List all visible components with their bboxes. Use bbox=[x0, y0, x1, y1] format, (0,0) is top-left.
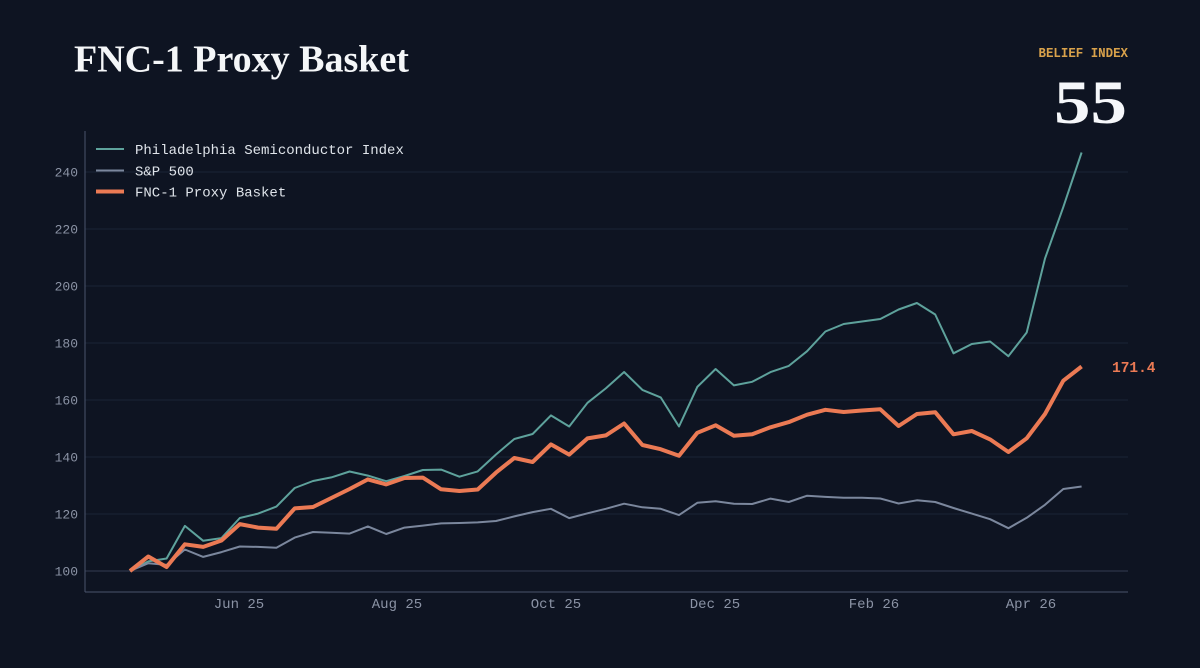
svg-text:200: 200 bbox=[55, 280, 78, 295]
svg-text:Oct 25: Oct 25 bbox=[531, 597, 581, 613]
svg-text:100: 100 bbox=[55, 565, 78, 580]
svg-text:220: 220 bbox=[55, 223, 78, 238]
svg-text:240: 240 bbox=[55, 166, 78, 181]
svg-text:55: 55 bbox=[1054, 70, 1127, 137]
svg-text:180: 180 bbox=[55, 337, 78, 352]
svg-text:140: 140 bbox=[55, 451, 78, 466]
svg-text:Jun 25: Jun 25 bbox=[214, 597, 264, 613]
svg-text:FNC-1 Proxy Basket: FNC-1 Proxy Basket bbox=[74, 39, 409, 81]
svg-text:171.4: 171.4 bbox=[1112, 360, 1156, 377]
svg-text:Aug 25: Aug 25 bbox=[372, 597, 422, 613]
svg-text:FNC-1 Proxy Basket: FNC-1 Proxy Basket bbox=[135, 186, 286, 202]
svg-text:120: 120 bbox=[55, 508, 78, 523]
svg-text:Apr 26: Apr 26 bbox=[1006, 597, 1056, 613]
svg-text:Feb 26: Feb 26 bbox=[849, 597, 899, 613]
svg-text:Philadelphia Semiconductor Ind: Philadelphia Semiconductor Index bbox=[135, 143, 404, 159]
svg-text:S&P 500: S&P 500 bbox=[135, 165, 194, 181]
svg-text:BELIEF INDEX: BELIEF INDEX bbox=[1039, 46, 1129, 62]
svg-text:160: 160 bbox=[55, 394, 78, 409]
svg-text:Dec 25: Dec 25 bbox=[690, 597, 740, 613]
